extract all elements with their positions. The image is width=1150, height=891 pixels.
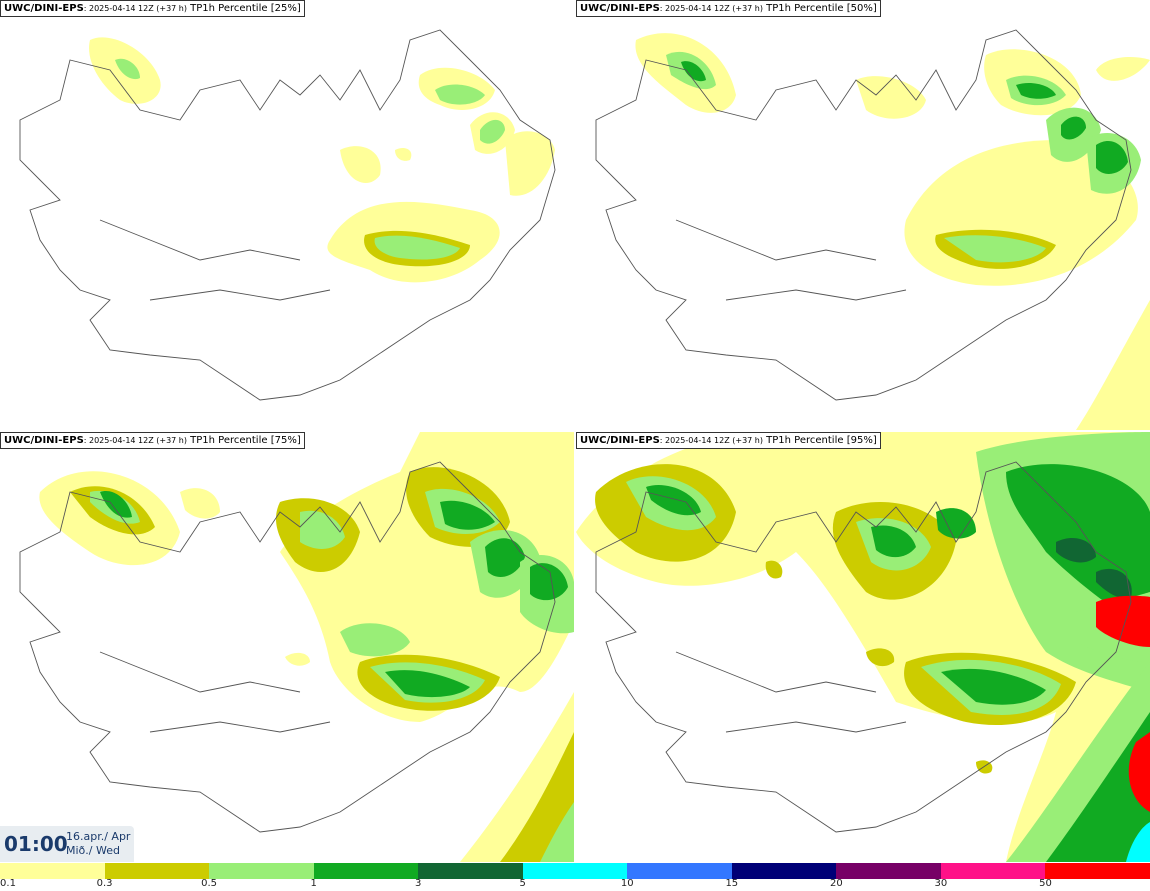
valid-date-line2: Mið./ Wed xyxy=(66,844,120,857)
colorbar-segment xyxy=(522,863,628,879)
valid-date-line1: 16.apr./ Apr xyxy=(66,830,131,843)
precip-map-p75 xyxy=(19,432,574,862)
colorbar-tick-label: 0.1 xyxy=(0,878,16,889)
colorbar-tick-label: 5 xyxy=(519,878,526,889)
colorbar-segment xyxy=(836,863,941,879)
colorbar-tick-label: 15 xyxy=(725,878,739,889)
precip-shading xyxy=(39,432,574,862)
valid-time: 01:00 xyxy=(4,832,68,856)
field-title: TP1h Percentile [25%] xyxy=(186,3,301,14)
field-title: TP1h Percentile [75%] xyxy=(186,435,301,446)
iceland-coastline xyxy=(595,29,1132,401)
model-name: UWC/DINI-EPS xyxy=(4,3,84,14)
colorbar-segment xyxy=(0,863,105,879)
iceland-coastline xyxy=(595,461,1132,833)
colorbar-ticks: 0.1 0.3 0.5 1 3 5 10 15 20 30 50 xyxy=(0,878,1150,891)
precip-shading xyxy=(89,37,555,283)
precip-map-p95 xyxy=(576,432,1150,862)
colorbar-tick-label: 0.3 xyxy=(96,878,113,889)
map-panel-p95: UWC/DINI-EPS: 2025-04-14 12Z (+37 h) TP1… xyxy=(576,432,1150,862)
model-name: UWC/DINI-EPS xyxy=(580,435,660,446)
colorbar-segment xyxy=(209,863,314,879)
run-info: : 2025-04-14 12Z (+37 h) xyxy=(659,4,763,13)
precip-shading xyxy=(635,33,1150,430)
colorbar-segment xyxy=(940,863,1046,879)
colorbar-tick-label: 20 xyxy=(829,878,843,889)
colorbar-segment xyxy=(313,863,419,879)
map-panel-p50: UWC/DINI-EPS: 2025-04-14 12Z (+37 h) TP1… xyxy=(576,0,1150,430)
colorbar-segment xyxy=(731,863,837,879)
panel-title-p75: UWC/DINI-EPS: 2025-04-14 12Z (+37 h) TP1… xyxy=(0,432,305,449)
colorbar-tick-label: 0.5 xyxy=(201,878,218,889)
iceland-coastline xyxy=(19,461,556,833)
colorbar-segment xyxy=(627,863,732,879)
panel-divider xyxy=(574,0,576,862)
panel-title-p95: UWC/DINI-EPS: 2025-04-14 12Z (+37 h) TP1… xyxy=(576,432,881,449)
precip-shading xyxy=(576,432,1150,862)
colorbar-tick-label: 50 xyxy=(1039,878,1052,889)
run-info: : 2025-04-14 12Z (+37 h) xyxy=(83,436,187,445)
colorbar-tick-label: 10 xyxy=(620,878,634,889)
model-name: UWC/DINI-EPS xyxy=(4,435,84,446)
precip-map-p25 xyxy=(19,29,556,401)
precip-map-p50 xyxy=(595,29,1150,430)
colorbar-segment xyxy=(418,863,523,879)
model-name: UWC/DINI-EPS xyxy=(580,3,660,14)
run-info: : 2025-04-14 12Z (+37 h) xyxy=(83,4,187,13)
colorbar-segment xyxy=(1045,863,1150,879)
colorbar-tick-label: 1 xyxy=(310,878,317,889)
panel-title-p25: UWC/DINI-EPS: 2025-04-14 12Z (+37 h) TP1… xyxy=(0,0,305,17)
colorbar-tick-label: 30 xyxy=(934,878,948,889)
valid-date: 16.apr./ Apr Mið./ Wed xyxy=(66,830,130,858)
map-panel-p75: UWC/DINI-EPS: 2025-04-14 12Z (+37 h) TP1… xyxy=(0,432,574,862)
run-info: : 2025-04-14 12Z (+37 h) xyxy=(659,436,763,445)
field-title: TP1h Percentile [95%] xyxy=(762,435,877,446)
panel-title-p50: UWC/DINI-EPS: 2025-04-14 12Z (+37 h) TP1… xyxy=(576,0,881,17)
colorbar-tick-label: 3 xyxy=(414,878,422,889)
map-panel-p25: UWC/DINI-EPS: 2025-04-14 12Z (+37 h) TP1… xyxy=(0,0,574,430)
field-title: TP1h Percentile [50%] xyxy=(762,3,877,14)
colorbar-segment xyxy=(104,863,210,879)
precip-colorbar xyxy=(0,863,1150,879)
iceland-coastline xyxy=(19,29,556,401)
valid-time-box: 01:00 16.apr./ Apr Mið./ Wed xyxy=(0,826,134,862)
